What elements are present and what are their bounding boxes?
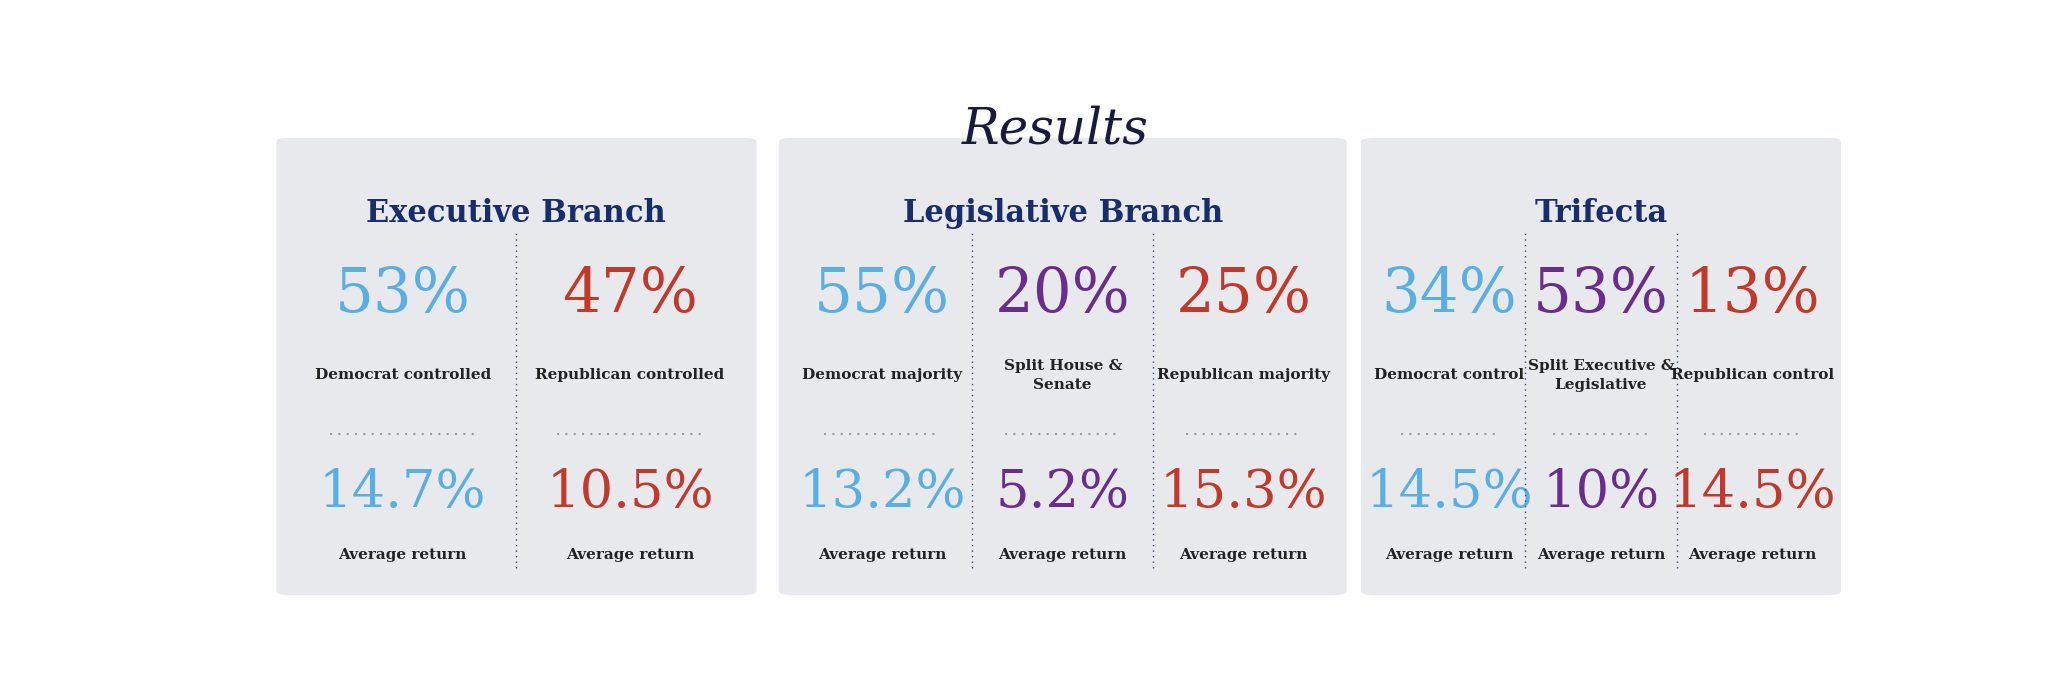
Text: Average return: Average return [1179, 548, 1307, 562]
Text: 53%: 53% [335, 264, 471, 325]
FancyBboxPatch shape [276, 138, 757, 595]
Text: Executive Branch: Executive Branch [366, 198, 667, 230]
Text: 53%: 53% [1533, 264, 1669, 325]
Text: Democrat control: Democrat control [1375, 369, 1525, 382]
Text: Republican control: Republican control [1671, 369, 1834, 382]
Text: Average return: Average return [998, 548, 1128, 562]
Text: Average return: Average return [566, 548, 694, 562]
Text: Republican majority: Republican majority [1157, 369, 1329, 382]
Text: Split House &
Senate: Split House & Senate [1004, 359, 1122, 391]
Text: Average return: Average return [1537, 548, 1665, 562]
Text: 25%: 25% [1175, 264, 1311, 325]
Text: Split Executive &
Legislative: Split Executive & Legislative [1527, 359, 1675, 391]
Text: 13%: 13% [1686, 264, 1821, 325]
Text: 14.5%: 14.5% [1367, 466, 1533, 518]
Text: 10%: 10% [1541, 466, 1659, 518]
Text: Democrat majority: Democrat majority [803, 369, 961, 382]
FancyBboxPatch shape [1360, 138, 1842, 595]
Text: 13.2%: 13.2% [799, 466, 965, 518]
Text: Legislative Branch: Legislative Branch [903, 198, 1222, 230]
Text: Average return: Average return [1688, 548, 1817, 562]
Text: Average return: Average return [817, 548, 947, 562]
Text: 15.3%: 15.3% [1159, 466, 1327, 518]
Text: 55%: 55% [813, 264, 951, 325]
Text: 20%: 20% [994, 264, 1130, 325]
Text: 34%: 34% [1381, 264, 1517, 325]
Text: 47%: 47% [562, 264, 698, 325]
Text: Republican controlled: Republican controlled [535, 369, 724, 382]
Text: 14.5%: 14.5% [1669, 466, 1836, 518]
Text: Trifecta: Trifecta [1535, 198, 1667, 230]
Text: Democrat controlled: Democrat controlled [315, 369, 492, 382]
Text: Average return: Average return [340, 548, 467, 562]
Text: 5.2%: 5.2% [996, 466, 1130, 518]
FancyBboxPatch shape [778, 138, 1346, 595]
Text: 14.7%: 14.7% [319, 466, 486, 518]
Text: 10.5%: 10.5% [545, 466, 714, 518]
Text: Average return: Average return [1385, 548, 1515, 562]
Text: Results: Results [961, 105, 1148, 154]
